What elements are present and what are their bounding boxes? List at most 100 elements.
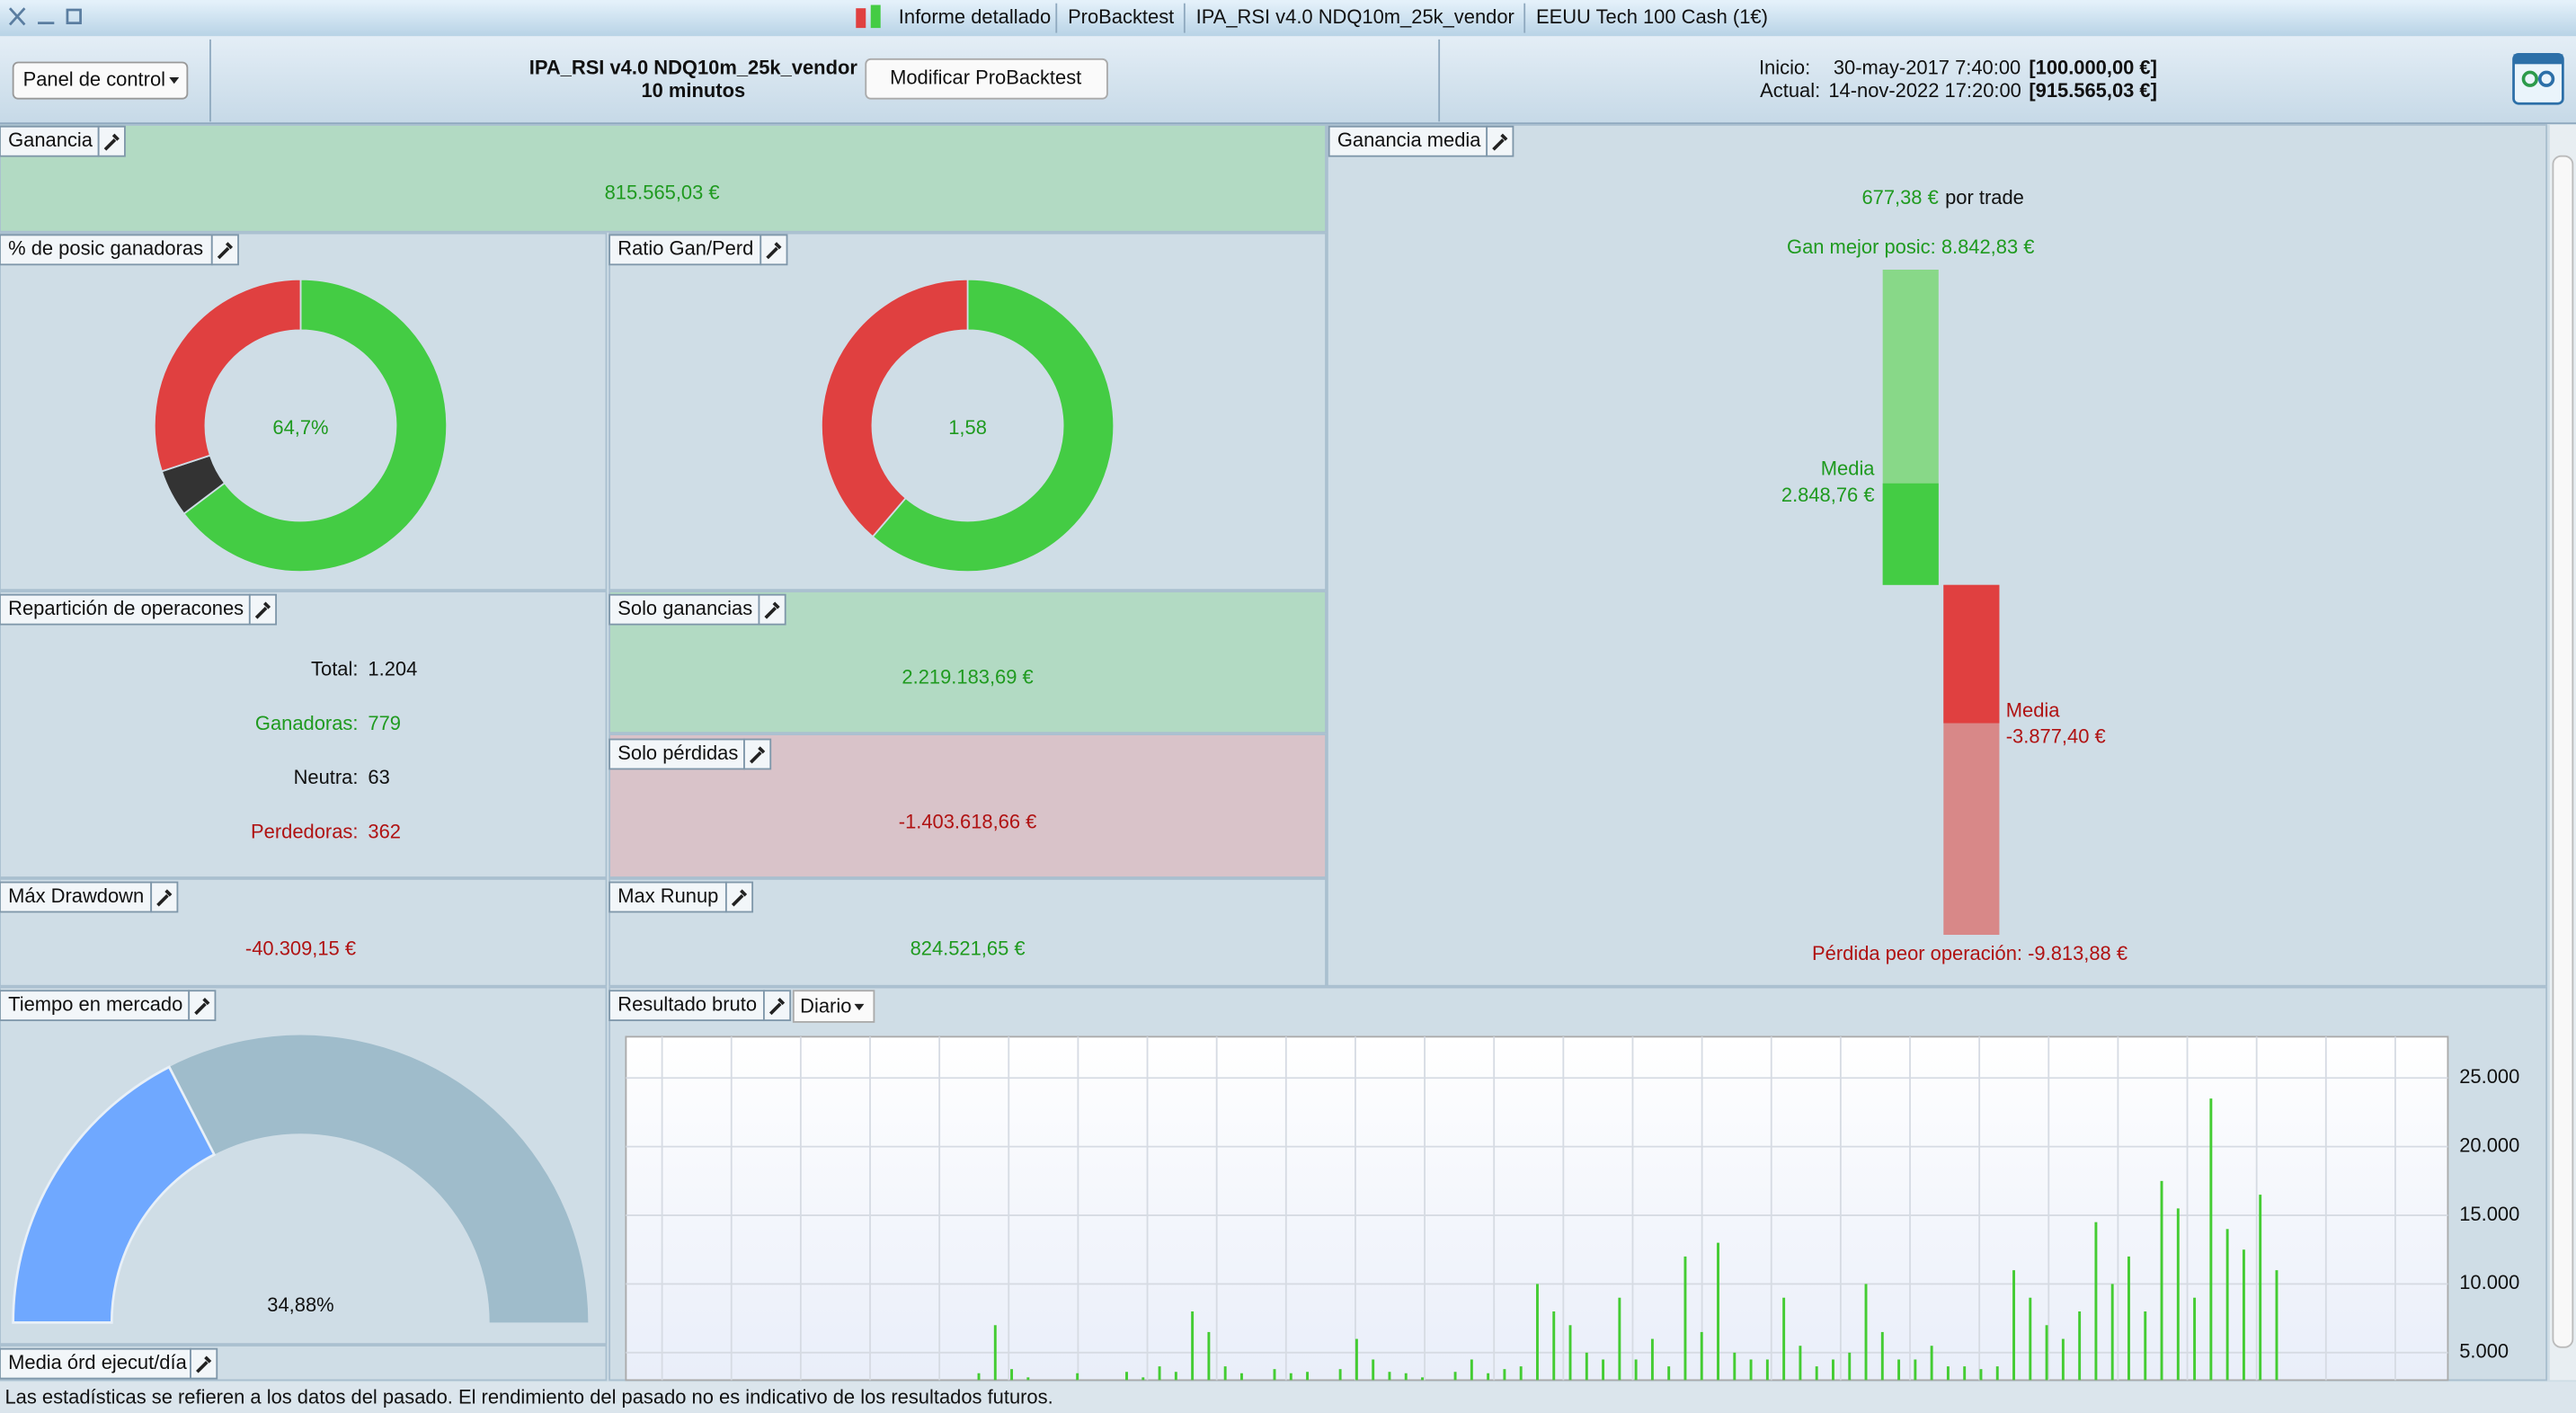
bar xyxy=(1733,1352,1737,1381)
best-label: Gan mejor posic: 8.842,83 € xyxy=(1787,236,2034,258)
bar xyxy=(1880,1331,1884,1381)
bar xyxy=(2144,1311,2147,1381)
bar xyxy=(2029,1297,2032,1381)
footer xyxy=(0,1382,2576,1413)
bar xyxy=(1372,1359,1375,1381)
bar xyxy=(1667,1366,1671,1381)
bar xyxy=(1650,1338,1654,1381)
bar xyxy=(2259,1195,2262,1381)
avg-win-title: Media xyxy=(1821,458,1876,480)
bar xyxy=(1125,1372,1128,1381)
bar xyxy=(1717,1242,1719,1381)
bar xyxy=(2242,1249,2245,1381)
bar xyxy=(1273,1369,1276,1381)
bar xyxy=(1815,1366,1818,1381)
panel-button[interactable] xyxy=(12,61,189,100)
bar xyxy=(1979,1369,1983,1381)
bar xyxy=(1158,1366,1161,1381)
bar xyxy=(2094,1222,2098,1381)
breakdown-name: Perdedoras: xyxy=(251,821,358,843)
bar xyxy=(1355,1338,1358,1381)
strategy-name: IPA_RSI v4.0 NDQ10m_25k_vendor xyxy=(529,57,858,79)
bar xyxy=(1765,1359,1769,1381)
panel-tab xyxy=(0,234,213,266)
bar xyxy=(1552,1311,1556,1381)
bar xyxy=(1519,1366,1523,1381)
breakdown-name: Total: xyxy=(311,658,358,680)
window-controls[interactable] xyxy=(8,7,82,26)
chart-icon xyxy=(870,4,881,29)
panel-title: % de posic ganadoras xyxy=(8,237,203,260)
average-suffix: por trade xyxy=(1945,186,2024,209)
report-icon[interactable] xyxy=(2512,52,2564,105)
bar xyxy=(1306,1372,1310,1381)
average-value: 677,38 € xyxy=(1861,186,1938,209)
bar xyxy=(1421,1377,1424,1381)
period-dropdown-label[interactable]: Diario xyxy=(800,994,851,1017)
tab[interactable]: Informe detallado xyxy=(899,5,1051,28)
wrench-icon xyxy=(103,133,120,151)
panel-title: Ratio Gan/Perd xyxy=(617,237,753,260)
panel-title: Ganancia media xyxy=(1337,129,1481,151)
panel-title: Solo ganancias xyxy=(617,597,752,619)
scroll-thumb[interactable] xyxy=(2552,155,2574,1348)
modify-button[interactable] xyxy=(865,58,1108,100)
bar xyxy=(1404,1373,1408,1381)
bar xyxy=(2275,1270,2278,1381)
chart-icon xyxy=(856,8,866,29)
wrench-icon xyxy=(731,889,748,907)
panel-tab xyxy=(0,125,100,157)
wrench-icon xyxy=(1492,133,1508,151)
bar xyxy=(1799,1346,1802,1381)
wrench-icon xyxy=(764,601,780,619)
bar xyxy=(2045,1325,2048,1381)
tab[interactable]: EEUU Tech 100 Cash (1€) xyxy=(1536,5,1768,28)
panel-tab xyxy=(1328,125,1488,157)
bars xyxy=(977,1098,2278,1381)
wrench-icon xyxy=(768,998,786,1016)
bar xyxy=(2012,1270,2015,1381)
bar xyxy=(977,1373,981,1381)
panel-title: Tiempo en mercado xyxy=(8,992,182,1015)
bar xyxy=(1207,1331,1211,1381)
gauge-value xyxy=(12,1065,217,1324)
time-in-market-label: 34,88% xyxy=(267,1293,333,1316)
bar xyxy=(1864,1284,1868,1381)
modify-button-label[interactable]: Modificar ProBacktest xyxy=(890,67,1081,89)
bar xyxy=(2225,1229,2229,1381)
y-tick-label: 5.000 xyxy=(2459,1340,2509,1363)
bar xyxy=(1223,1366,1227,1381)
bar xyxy=(1995,1366,1999,1381)
bar xyxy=(2110,1284,2114,1381)
gains-value: 2.219.183,69 € xyxy=(902,666,1033,689)
y-tick-label: 15.000 xyxy=(2459,1203,2519,1225)
bar xyxy=(1174,1372,1177,1381)
bar xyxy=(1749,1359,1753,1381)
settings-button[interactable] xyxy=(763,990,792,1022)
panel-title: Solo pérdidas xyxy=(617,742,738,764)
bar xyxy=(1634,1359,1638,1381)
breakdown-value: 63 xyxy=(368,766,389,788)
bar xyxy=(1683,1256,1687,1381)
donut-segment xyxy=(871,278,1115,573)
panel-title: Repartición de operacones xyxy=(8,597,244,619)
panel-button-label[interactable]: Panel de control xyxy=(23,67,165,90)
current-date: 14-nov-2022 17:20:00 xyxy=(1828,79,2021,102)
drawdown-value: -40.309,15 € xyxy=(245,937,356,959)
bar xyxy=(2127,1256,2130,1381)
tab[interactable]: ProBacktest xyxy=(1068,5,1174,28)
bar xyxy=(1832,1359,1834,1381)
win-rate-label: 64,7% xyxy=(272,416,328,439)
footer-text: Las estadísticas se refieren a los datos… xyxy=(4,1385,1053,1408)
donut-segment xyxy=(153,278,302,473)
tab[interactable]: IPA_RSI v4.0 NDQ10m_25k_vendor xyxy=(1196,5,1515,28)
bar xyxy=(1388,1372,1391,1381)
panel-title: Resultado bruto xyxy=(617,992,757,1015)
bar xyxy=(1963,1366,1967,1381)
start-label: Inicio: xyxy=(1759,57,1810,79)
bar xyxy=(1782,1297,1786,1381)
avg-loss-title: Media xyxy=(2006,698,2061,721)
wrench-icon xyxy=(254,601,271,619)
panel-tab xyxy=(0,1347,191,1380)
avg-loss-bar xyxy=(1943,584,2000,724)
